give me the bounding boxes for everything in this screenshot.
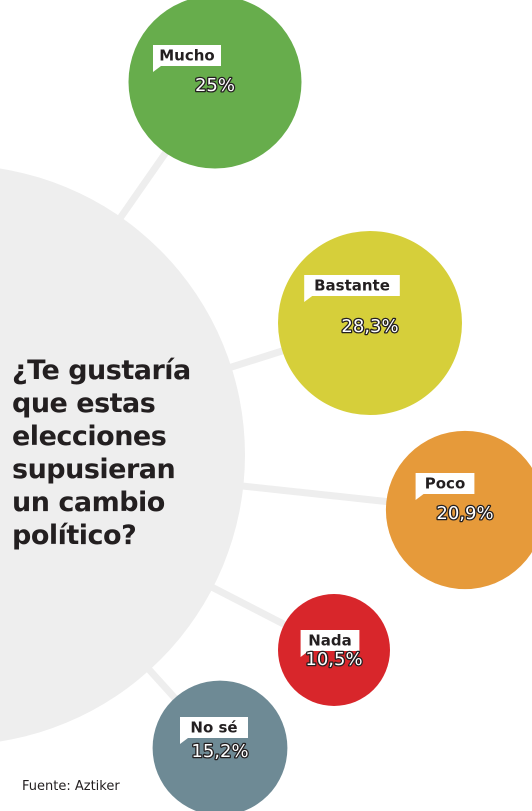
bubble-0 — [128, 0, 302, 169]
spoke-line — [0, 456, 466, 514]
value-label: 28,3% — [341, 316, 398, 337]
category-tag-bg — [304, 275, 400, 302]
category-tag: Nada — [300, 630, 360, 657]
spoke-line — [0, 474, 336, 654]
category-tag-bg — [415, 473, 475, 500]
category-tag: Poco — [415, 473, 475, 500]
value-label: 25% — [195, 75, 235, 96]
category-tag: No sé — [180, 717, 248, 744]
category-tag-bg — [300, 630, 360, 657]
value-label: 10,5% — [305, 649, 362, 670]
bubble-2 — [385, 430, 532, 590]
category-label: No sé — [190, 719, 237, 737]
category-label: Mucho — [159, 47, 214, 65]
source-note: Fuente: Aztiker — [22, 779, 120, 794]
question-hub — [0, 168, 245, 742]
category-tag: Mucho — [153, 45, 221, 72]
question-line: que estas — [12, 388, 156, 419]
question-line: supusieran — [12, 454, 176, 485]
category-tag-bg — [153, 45, 221, 72]
question-line: elecciones — [12, 421, 167, 452]
category-label: Nada — [308, 632, 352, 650]
value-label: 15,2% — [191, 741, 248, 762]
question-line: ¿Te gustaría — [12, 355, 191, 386]
category-tag: Bastante — [304, 275, 400, 302]
category-tag-bg — [180, 717, 248, 744]
bubble-4 — [152, 680, 288, 811]
category-label: Bastante — [314, 277, 390, 295]
question-title: ¿Te gustaría que estas elecciones supusi… — [12, 354, 212, 552]
value-label: 20,9% — [436, 503, 493, 524]
question-line: político? — [12, 520, 137, 551]
question-line: un cambio — [12, 487, 165, 518]
category-label: Poco — [425, 475, 466, 493]
